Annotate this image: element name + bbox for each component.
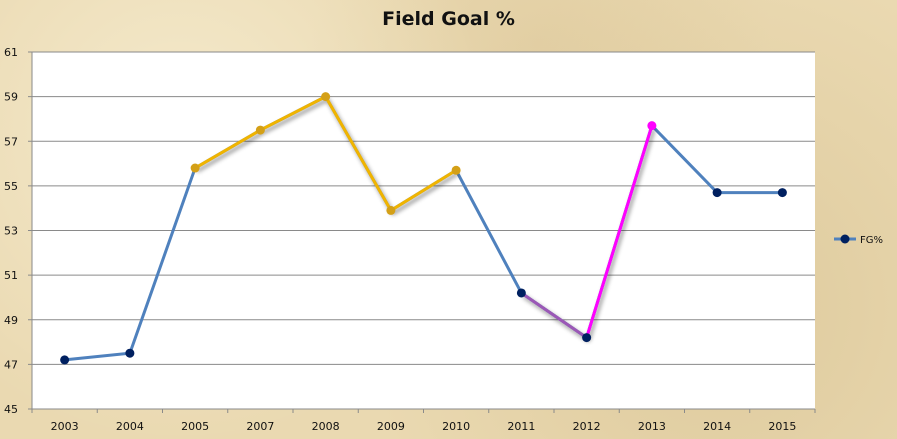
legend-marker — [840, 234, 850, 244]
data-point — [255, 125, 265, 135]
legend-label: FG% — [860, 235, 883, 246]
y-tick-label: 53 — [4, 225, 18, 238]
x-tick-label: 2010 — [442, 420, 470, 433]
data-point — [321, 92, 331, 102]
data-point — [582, 333, 592, 343]
data-point — [60, 355, 70, 365]
y-tick-label: 57 — [4, 135, 18, 148]
highlight-line — [520, 291, 588, 339]
y-tick-label: 45 — [4, 403, 18, 416]
data-point — [712, 188, 722, 198]
x-tick-label: 2012 — [573, 420, 601, 433]
y-tick-label: 51 — [4, 269, 18, 282]
x-tick-label: 2007 — [246, 420, 274, 433]
data-point — [451, 165, 461, 175]
x-tick-label: 2015 — [768, 420, 796, 433]
x-tick-label: 2013 — [638, 420, 666, 433]
data-point — [125, 348, 135, 358]
y-tick-label: 49 — [4, 314, 18, 327]
data-point — [647, 121, 657, 131]
x-tick-label: 2004 — [116, 420, 144, 433]
data-point — [777, 188, 787, 198]
data-point — [386, 205, 396, 215]
y-tick-label: 55 — [4, 180, 18, 193]
y-tick-label: 59 — [4, 91, 18, 104]
x-tick-label: 2005 — [181, 420, 209, 433]
y-tick-label: 47 — [4, 358, 18, 371]
x-tick-label: 2009 — [377, 420, 405, 433]
x-tick-label: 2011 — [507, 420, 535, 433]
data-point — [516, 288, 526, 298]
x-tick-label: 2014 — [703, 420, 731, 433]
x-tick-label: 2003 — [51, 420, 79, 433]
highlight-line — [585, 125, 654, 339]
y-tick-label: 61 — [4, 46, 18, 59]
chart-title: Field Goal % — [382, 8, 515, 30]
data-point — [190, 163, 200, 173]
x-tick-label: 2008 — [312, 420, 340, 433]
